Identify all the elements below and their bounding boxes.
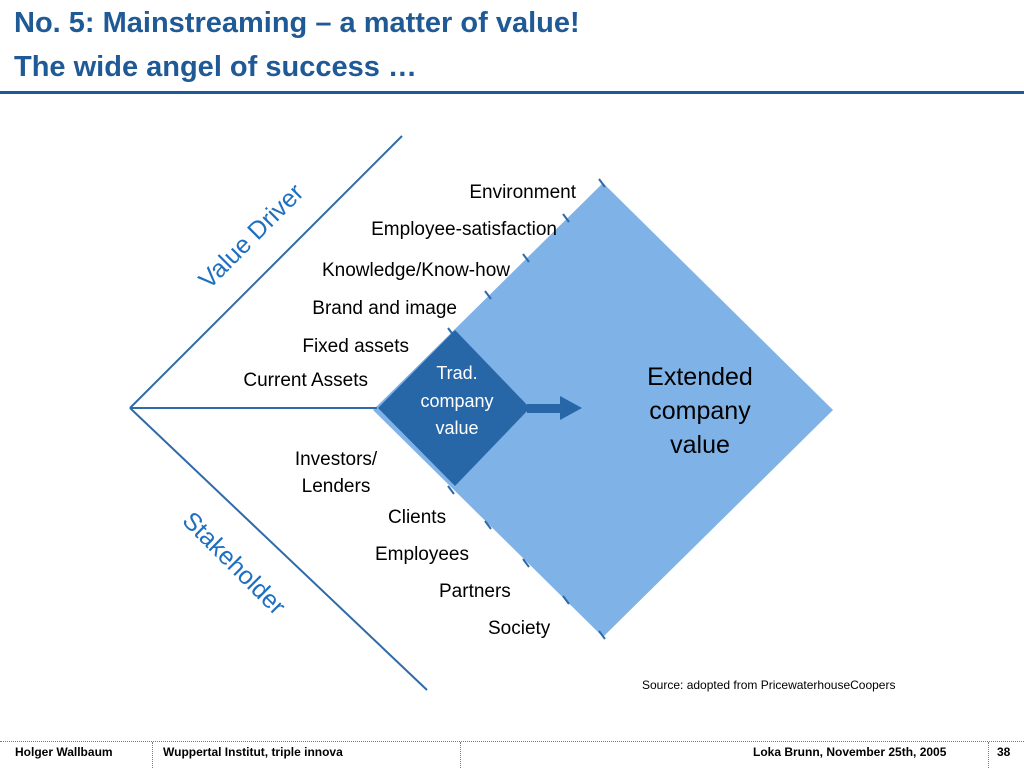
page-number: 38 [997,745,1011,759]
footer-author: Holger Wallbaum [15,745,113,759]
outer-label-line-3: value [670,431,730,459]
stakeholder-partners: Partners [439,581,511,602]
arrow-head [560,396,582,420]
inner-label-line-3: value [435,418,478,438]
footer-institute: Wuppertal Institut, triple innova [163,745,343,759]
tick-mark [598,630,606,640]
slide-title-line-1: No. 5: Mainstreaming – a matter of value… [14,7,580,39]
slide-title-line-2: The wide angel of success … [14,51,417,83]
value-driver-brand: Brand and image [312,298,457,319]
footer-divider [0,741,1024,742]
inner-label-line-2: company [420,391,493,411]
tick-mark [562,213,570,223]
value-driver-fixed-assets: Fixed assets [302,336,409,357]
traditional-value-diamond [378,330,530,486]
value-arrow [527,396,582,420]
footer-separator [152,742,153,768]
footer-event: Loka Brunn, November 25th, 2005 [753,745,947,759]
stakeholder-line [129,407,428,691]
value-driver-environment: Environment [469,182,576,203]
tick-mark [447,485,455,495]
tick-mark [484,520,492,530]
stakeholder-employees: Employees [375,544,469,565]
footer-separator [460,742,461,768]
tick-mark [522,558,530,568]
stakeholder-society: Society [488,618,551,639]
tick-mark [598,178,606,188]
stakeholder-lenders: Lenders [302,476,371,497]
value-driver-knowledge: Knowledge/Know-how [322,260,510,281]
arrow-shaft [527,404,563,413]
title-divider [0,91,1024,94]
tick-mark [562,595,570,605]
axis-label-stakeholder: Stakeholder [177,506,291,620]
outer-label-line-2: company [649,397,751,425]
outer-label-line-1: Extended [647,363,753,391]
value-driver-employee-satisfaction: Employee-satisfaction [371,219,557,240]
footer-separator [988,742,989,768]
value-driver-current-assets: Current Assets [243,370,368,391]
wedge-lines [129,135,428,691]
tick-mark [522,253,530,263]
tick-mark [484,290,492,300]
stakeholder-clients: Clients [388,507,446,528]
value-driver-line [129,135,403,409]
axis-label-value-driver: Value Driver [193,178,309,294]
inner-label-line-1: Trad. [436,363,477,383]
source-note: Source: adopted from PricewaterhouseCoop… [642,678,896,692]
stakeholder-investors: Investors/ [295,449,378,470]
